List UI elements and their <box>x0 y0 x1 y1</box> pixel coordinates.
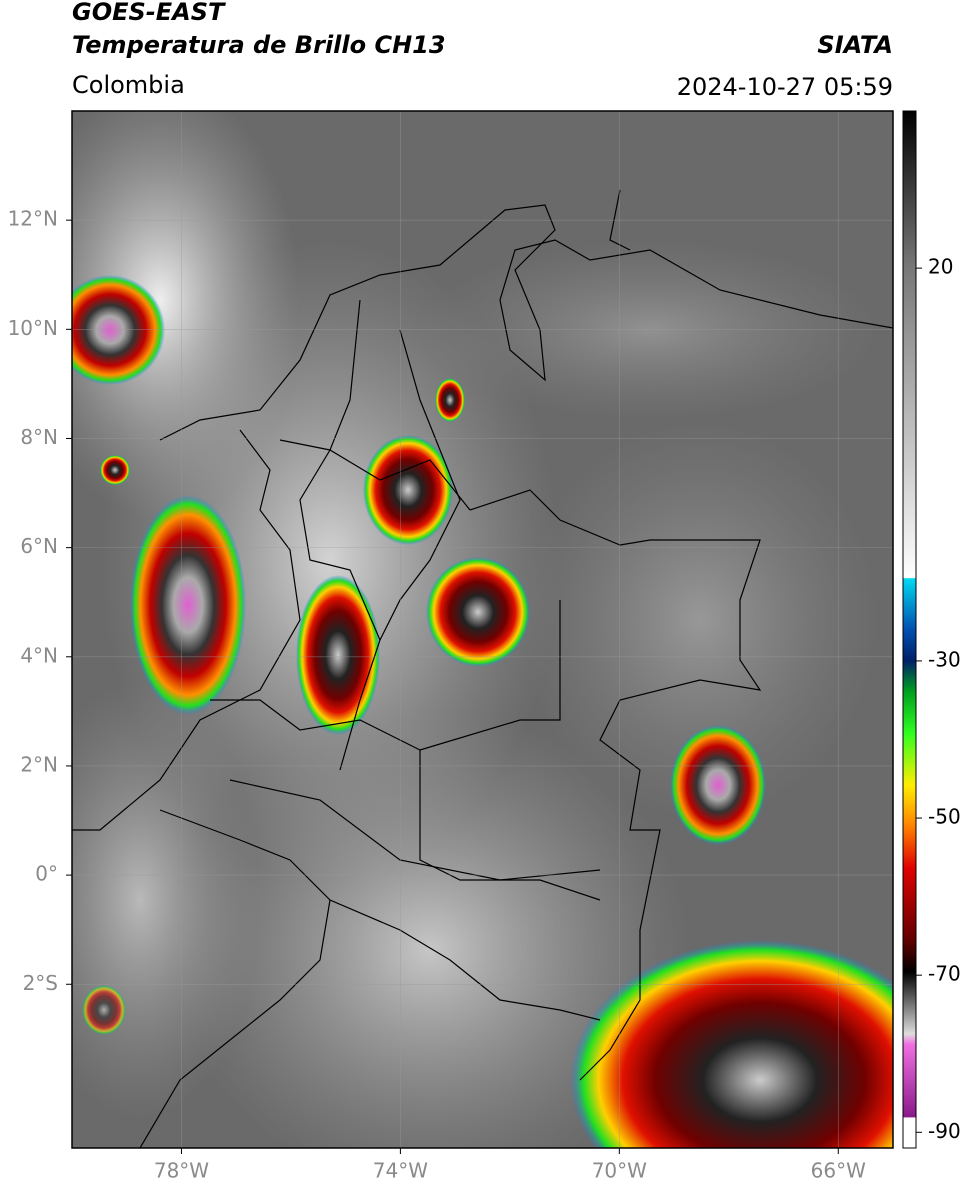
region: Colombia <box>72 71 185 99</box>
subtitle: Temperatura de Brillo CH13 <box>72 31 446 59</box>
y-tick-label: 10°N <box>8 316 58 340</box>
colorbar-tick-label: -50 <box>928 805 961 829</box>
colorbar-tick-label: 20 <box>928 255 953 279</box>
datetime: 2024-10-27 05:59 <box>677 73 893 101</box>
x-tick-label: 78°W <box>154 1159 209 1183</box>
y-tick-label: 6°N <box>20 534 58 558</box>
y-tick-label: 0° <box>35 862 58 886</box>
colorbar <box>902 110 917 1149</box>
colorbar-tick-label: -30 <box>928 647 961 671</box>
colorbar-tick-label: -70 <box>928 962 961 986</box>
y-tick-label: 12°N <box>8 207 58 231</box>
y-tick-label: 8°N <box>20 425 58 449</box>
title: GOES-EAST <box>72 0 226 26</box>
colorbar-tick-label: -90 <box>928 1119 961 1143</box>
map-frame <box>71 110 894 1149</box>
satellite-image <box>72 111 893 1148</box>
source: SIATA <box>817 31 893 59</box>
x-tick-label: 70°W <box>592 1159 647 1183</box>
x-tick-label: 66°W <box>811 1159 866 1183</box>
y-tick-label: 4°N <box>20 643 58 667</box>
y-tick-label: 2°N <box>20 752 58 776</box>
x-tick-label: 74°W <box>373 1159 428 1183</box>
grid <box>72 111 893 1148</box>
y-tick-label: 2°S <box>23 971 58 995</box>
